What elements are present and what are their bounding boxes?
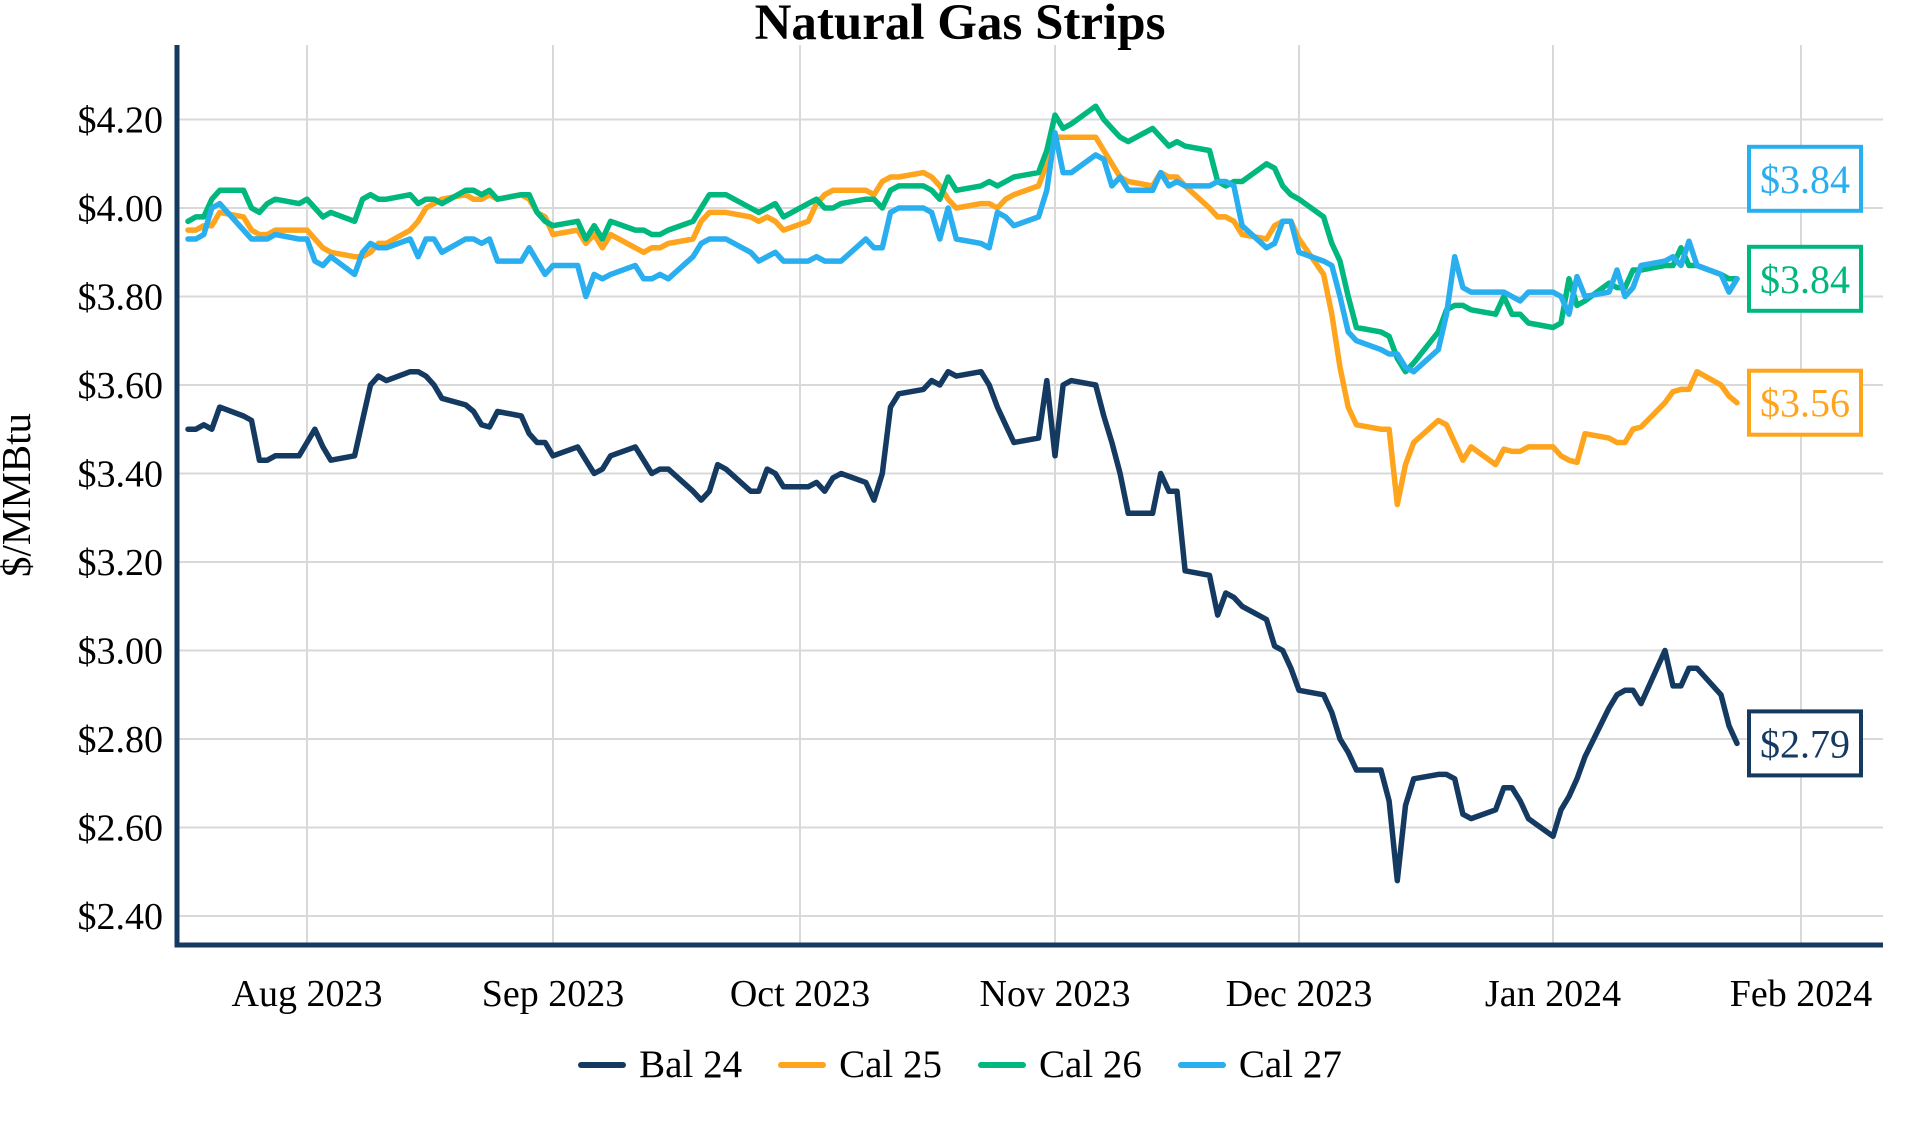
end-label-box [1747,144,1863,213]
legend-item-cal-26: Cal 26 [978,1042,1142,1087]
x-tick-label: Feb 2024 [1730,973,1873,1015]
y-tick-label: $3.60 [78,365,164,407]
tick-labels: $4.20 $4.00 $3.80 $3.60 $3.40 $3.20 $3.00 $2.80… [0,100,1872,1016]
legend-label: Cal 26 [1039,1043,1142,1086]
y-tick-label: $4.00 [78,188,164,230]
axes [174,45,1883,948]
y-tick-label: $3.00 [78,631,164,673]
legend-item-cal-25: Cal 25 [778,1042,942,1087]
end-label-box [1747,368,1863,437]
y-tick-label: $2.60 [78,808,164,850]
series-lines [185,103,1740,884]
series-line-cal-26 [185,103,1740,375]
series-line-cal-25 [185,134,1740,508]
x-tick-label: Nov 2023 [980,973,1131,1015]
y-axis-title: $/MMBtu [0,413,39,577]
legend-label: Bal 24 [639,1043,743,1086]
legend: Bal 24 Cal 25 Cal 26 Cal 27 [0,1042,1920,1087]
y-tick-label: $3.40 [78,454,164,496]
legend-label: Cal 25 [839,1043,942,1086]
end-labels: $2.79 $3.56 $3.84 $3.84 [1747,144,1863,778]
end-label-value: $3.56 [1760,381,1850,426]
legend-item-cal-27: Cal 27 [1177,1042,1342,1087]
series-line-cal-27 [185,130,1740,375]
end-label-value: $3.84 [1760,257,1850,302]
x-tick-label: Jan 2024 [1485,973,1621,1015]
x-tick-label: Aug 2023 [232,973,383,1015]
line-swatch-icon [578,1061,627,1068]
legend-item-bal-24: Bal 24 [578,1042,742,1087]
legend-label: Cal 27 [1238,1043,1342,1086]
x-tick-label: Sep 2023 [482,973,625,1015]
chart-title: Natural Gas Strips [754,0,1166,51]
end-label-box [1747,244,1863,313]
y-tick-label: $3.80 [78,277,164,319]
x-tick-label: Oct 2023 [730,973,870,1015]
x-tick-label: Dec 2023 [1226,973,1373,1015]
end-label-value: $3.84 [1760,157,1850,202]
y-tick-label: $3.20 [78,542,164,584]
series-line-bal-24 [185,368,1740,884]
end-label-box [1747,709,1863,778]
line-swatch-icon [778,1061,827,1068]
line-swatch-icon [1177,1061,1226,1068]
y-tick-label: $4.20 [78,100,164,142]
end-label-value: $2.79 [1760,721,1850,766]
line-swatch-icon [978,1061,1026,1068]
y-tick-label: $2.80 [78,719,164,761]
y-tick-label: $2.40 [78,896,164,938]
gridlines [177,45,1883,945]
